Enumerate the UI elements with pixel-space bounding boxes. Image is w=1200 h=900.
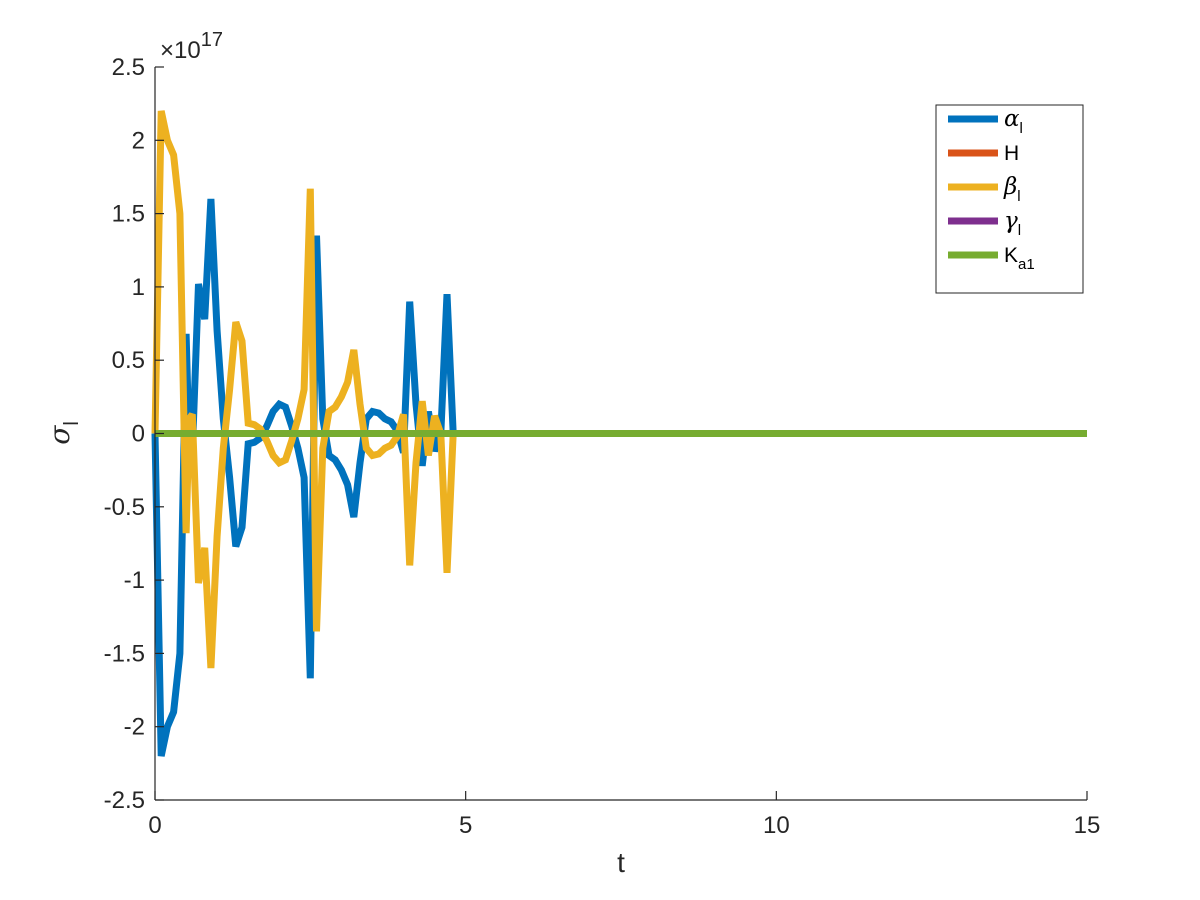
y-exponent-label: ×1017 [160,29,223,64]
y-axis-label: σl [43,421,83,445]
y-tick-label-4: -0.5 [104,494,145,521]
legend-label-2: βl [1003,174,1021,205]
legend-label-sub-2: l [1017,188,1020,205]
y-tick-label-8: 1.5 [112,201,145,228]
y-axis-label-symbol: σ [43,425,76,445]
y-exponent-power: 17 [201,29,223,51]
legend-label-main-0: α [1004,106,1020,132]
legend-label-3: γl [1004,208,1021,239]
y-tick-label-2: -1.5 [104,640,145,667]
legend-label-0: αl [1004,106,1023,137]
legend-box [935,104,1084,294]
y-tick-label-7: 1 [132,274,145,301]
y-tick-label-3: -1 [124,567,145,594]
series-line-2 [151,110,466,669]
legend-label-main-1: H [1004,142,1019,165]
y-tick-label-9: 2 [132,127,145,154]
legend-label-sub-3: l [1018,222,1021,239]
x-axis-label: t [617,847,625,878]
legend-label-main-4: K [1004,244,1018,267]
legend-label-sub-0: l [1020,120,1023,137]
y-tick-label-1: -2 [124,714,145,741]
y-tick-label-6: 0.5 [112,347,145,374]
tick-labels: 0 5 10 15 -2.5 -2 -1.5 -1 -0.5 0 0.5 1 1.5 2 2.5 [104,54,1101,839]
legend-label-main-2: β [1003,174,1017,200]
legend-label-1: H [1004,142,1019,165]
x-tick-label-2: 10 [763,812,790,839]
y-exponent-base: ×10 [160,37,201,64]
axes [154,66,1088,801]
y-tick-label-0: -2.5 [104,787,145,814]
y-tick-label-10: 2.5 [112,54,145,81]
x-tick-label-1: 5 [459,812,472,839]
x-tick-label-3: 15 [1074,812,1101,839]
legend-label-4: Ka1 [1004,244,1035,273]
legend-label-sub-4: a1 [1018,256,1035,273]
series-layer [151,110,1087,757]
legend-label-main-3: γ [1004,208,1018,234]
y-axis-label-subscript: l [61,421,83,425]
x-tick-label-0: 0 [148,812,161,839]
series-line-0 [151,198,466,757]
y-tick-label-5: 0 [132,421,145,448]
